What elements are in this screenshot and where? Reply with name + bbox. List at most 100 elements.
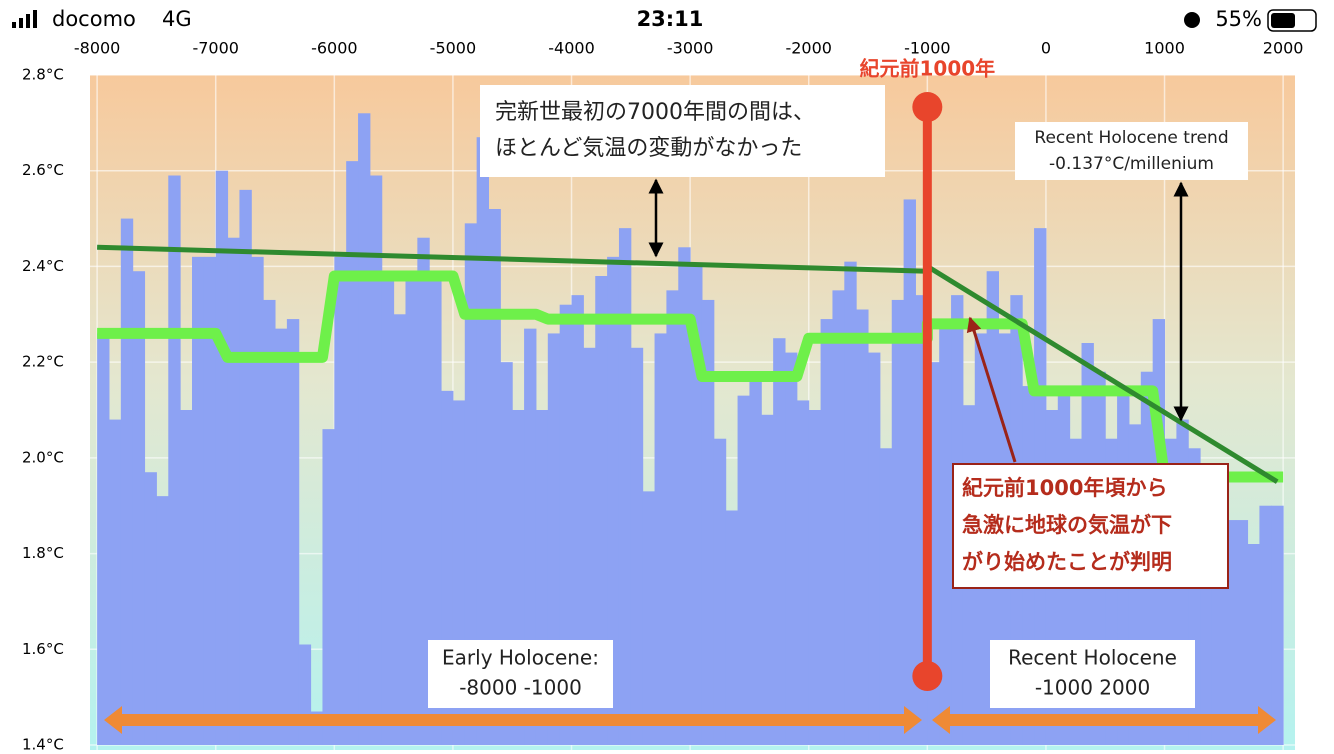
annotation-text: 紀元前1000年頃から: [962, 476, 1167, 500]
status-bar: docomo 4G 23:11 55%: [12, 7, 1317, 32]
x-tick-label: -2000: [785, 39, 832, 58]
annotation-text: Recent Holocene: [1008, 646, 1177, 670]
bar: [903, 199, 916, 745]
x-tick-label: 2000: [1263, 39, 1304, 58]
pointer-arrow: [966, 316, 1017, 463]
bar: [642, 491, 656, 745]
bar: [464, 223, 478, 745]
bar: [749, 381, 762, 745]
bar: [191, 256, 205, 745]
annotation-text: Early Holocene:: [442, 646, 599, 670]
bar: [168, 175, 181, 745]
bar: [785, 352, 798, 745]
marker-label: 紀元前1000年: [859, 57, 995, 81]
annotation-box: [990, 640, 1195, 708]
annotation-text: がり始めたことが判明: [962, 550, 1172, 574]
bar: [180, 410, 193, 745]
bar: [358, 113, 371, 746]
alarm-icon: [1184, 12, 1200, 28]
bar: [607, 256, 620, 745]
bar: [725, 510, 739, 745]
y-tick-label: 2.8°C: [22, 66, 64, 84]
bar: [856, 309, 869, 745]
x-tick-label: -8000: [74, 39, 121, 58]
bar: [868, 352, 881, 745]
y-tick-label: 1.6°C: [22, 640, 64, 658]
overlay: -8000 -7000 -6000 -5000 -4000 -3000 -2000 -1000…: [22, 39, 1304, 754]
bar: [678, 247, 691, 746]
bar: [654, 333, 667, 745]
bar: [346, 161, 359, 746]
span-arrow: [932, 706, 1276, 734]
bar: [796, 400, 810, 745]
bar: [808, 410, 822, 745]
bar: [132, 271, 146, 745]
battery-icon: [1267, 9, 1317, 32]
bar: [630, 347, 644, 745]
bar: [203, 256, 217, 745]
x-tick-label: -3000: [667, 39, 714, 58]
bar: [1271, 505, 1284, 745]
x-tick-label: 0: [1041, 39, 1051, 58]
bar: [275, 328, 288, 745]
marker-end: [912, 92, 943, 122]
signal-icon: [12, 22, 16, 28]
bar: [405, 280, 418, 745]
bar: [251, 256, 264, 745]
y-tick-label: 2.0°C: [22, 448, 64, 466]
bar: [1259, 505, 1272, 745]
y-tick-label: 2.4°C: [22, 257, 64, 275]
bar: [773, 338, 786, 745]
bar: [144, 472, 157, 745]
annotation-text: Recent Holocene trend: [1034, 128, 1228, 148]
bar: [286, 319, 300, 745]
y-tick-label: 1.4°C: [22, 736, 64, 751]
annotation-box: [1015, 122, 1248, 180]
bar: [701, 299, 715, 745]
span-arrow: [104, 706, 922, 734]
bar: [429, 280, 442, 745]
bar: [488, 209, 501, 745]
annotation-text: -8000 -1000: [459, 676, 582, 700]
bar: [298, 644, 312, 745]
bar: [322, 429, 335, 745]
bar: [1235, 520, 1249, 745]
x-tick-label: -7000: [192, 39, 239, 58]
bar: [1247, 544, 1260, 745]
annotation-text: -0.137°C/millenium: [1049, 154, 1214, 174]
line: [97, 270, 1284, 483]
bar: [120, 218, 134, 746]
bar: [227, 237, 240, 745]
bar: [939, 319, 952, 745]
bar: [156, 496, 169, 745]
annotation-box: [428, 640, 613, 708]
bar: [713, 438, 727, 745]
bar: [879, 448, 893, 745]
annotation-text: ほとんど気温の変動がなかった: [495, 136, 802, 161]
annotation-box: [480, 85, 885, 177]
bar: [476, 137, 490, 745]
bar: [891, 299, 905, 745]
bar: [97, 333, 110, 745]
signal-icon: [33, 10, 37, 28]
bar: [666, 290, 679, 745]
battery-percent: 55%: [1215, 7, 1262, 31]
bar: [369, 175, 383, 745]
bar: [820, 319, 833, 745]
marker-end: [912, 661, 943, 691]
annotation-text: 急激に地球の気温が下: [962, 513, 1172, 537]
bar: [737, 395, 750, 745]
carrier: docomo: [52, 7, 136, 31]
chart: -8000 -7000 -6000 -5000 -4000 -3000 -2000 -1000…: [22, 39, 1304, 754]
x-tick-label: 1000: [1144, 39, 1185, 58]
y-tick-label: 2.6°C: [22, 161, 64, 179]
bar: [381, 280, 395, 745]
bar: [595, 276, 608, 745]
bar: [690, 266, 703, 745]
bar: [334, 256, 347, 745]
bar: [263, 299, 276, 745]
signal-icon: [19, 18, 23, 28]
x-tick-label: -1000: [904, 39, 951, 58]
bar: [571, 295, 584, 745]
bar: [844, 261, 857, 745]
